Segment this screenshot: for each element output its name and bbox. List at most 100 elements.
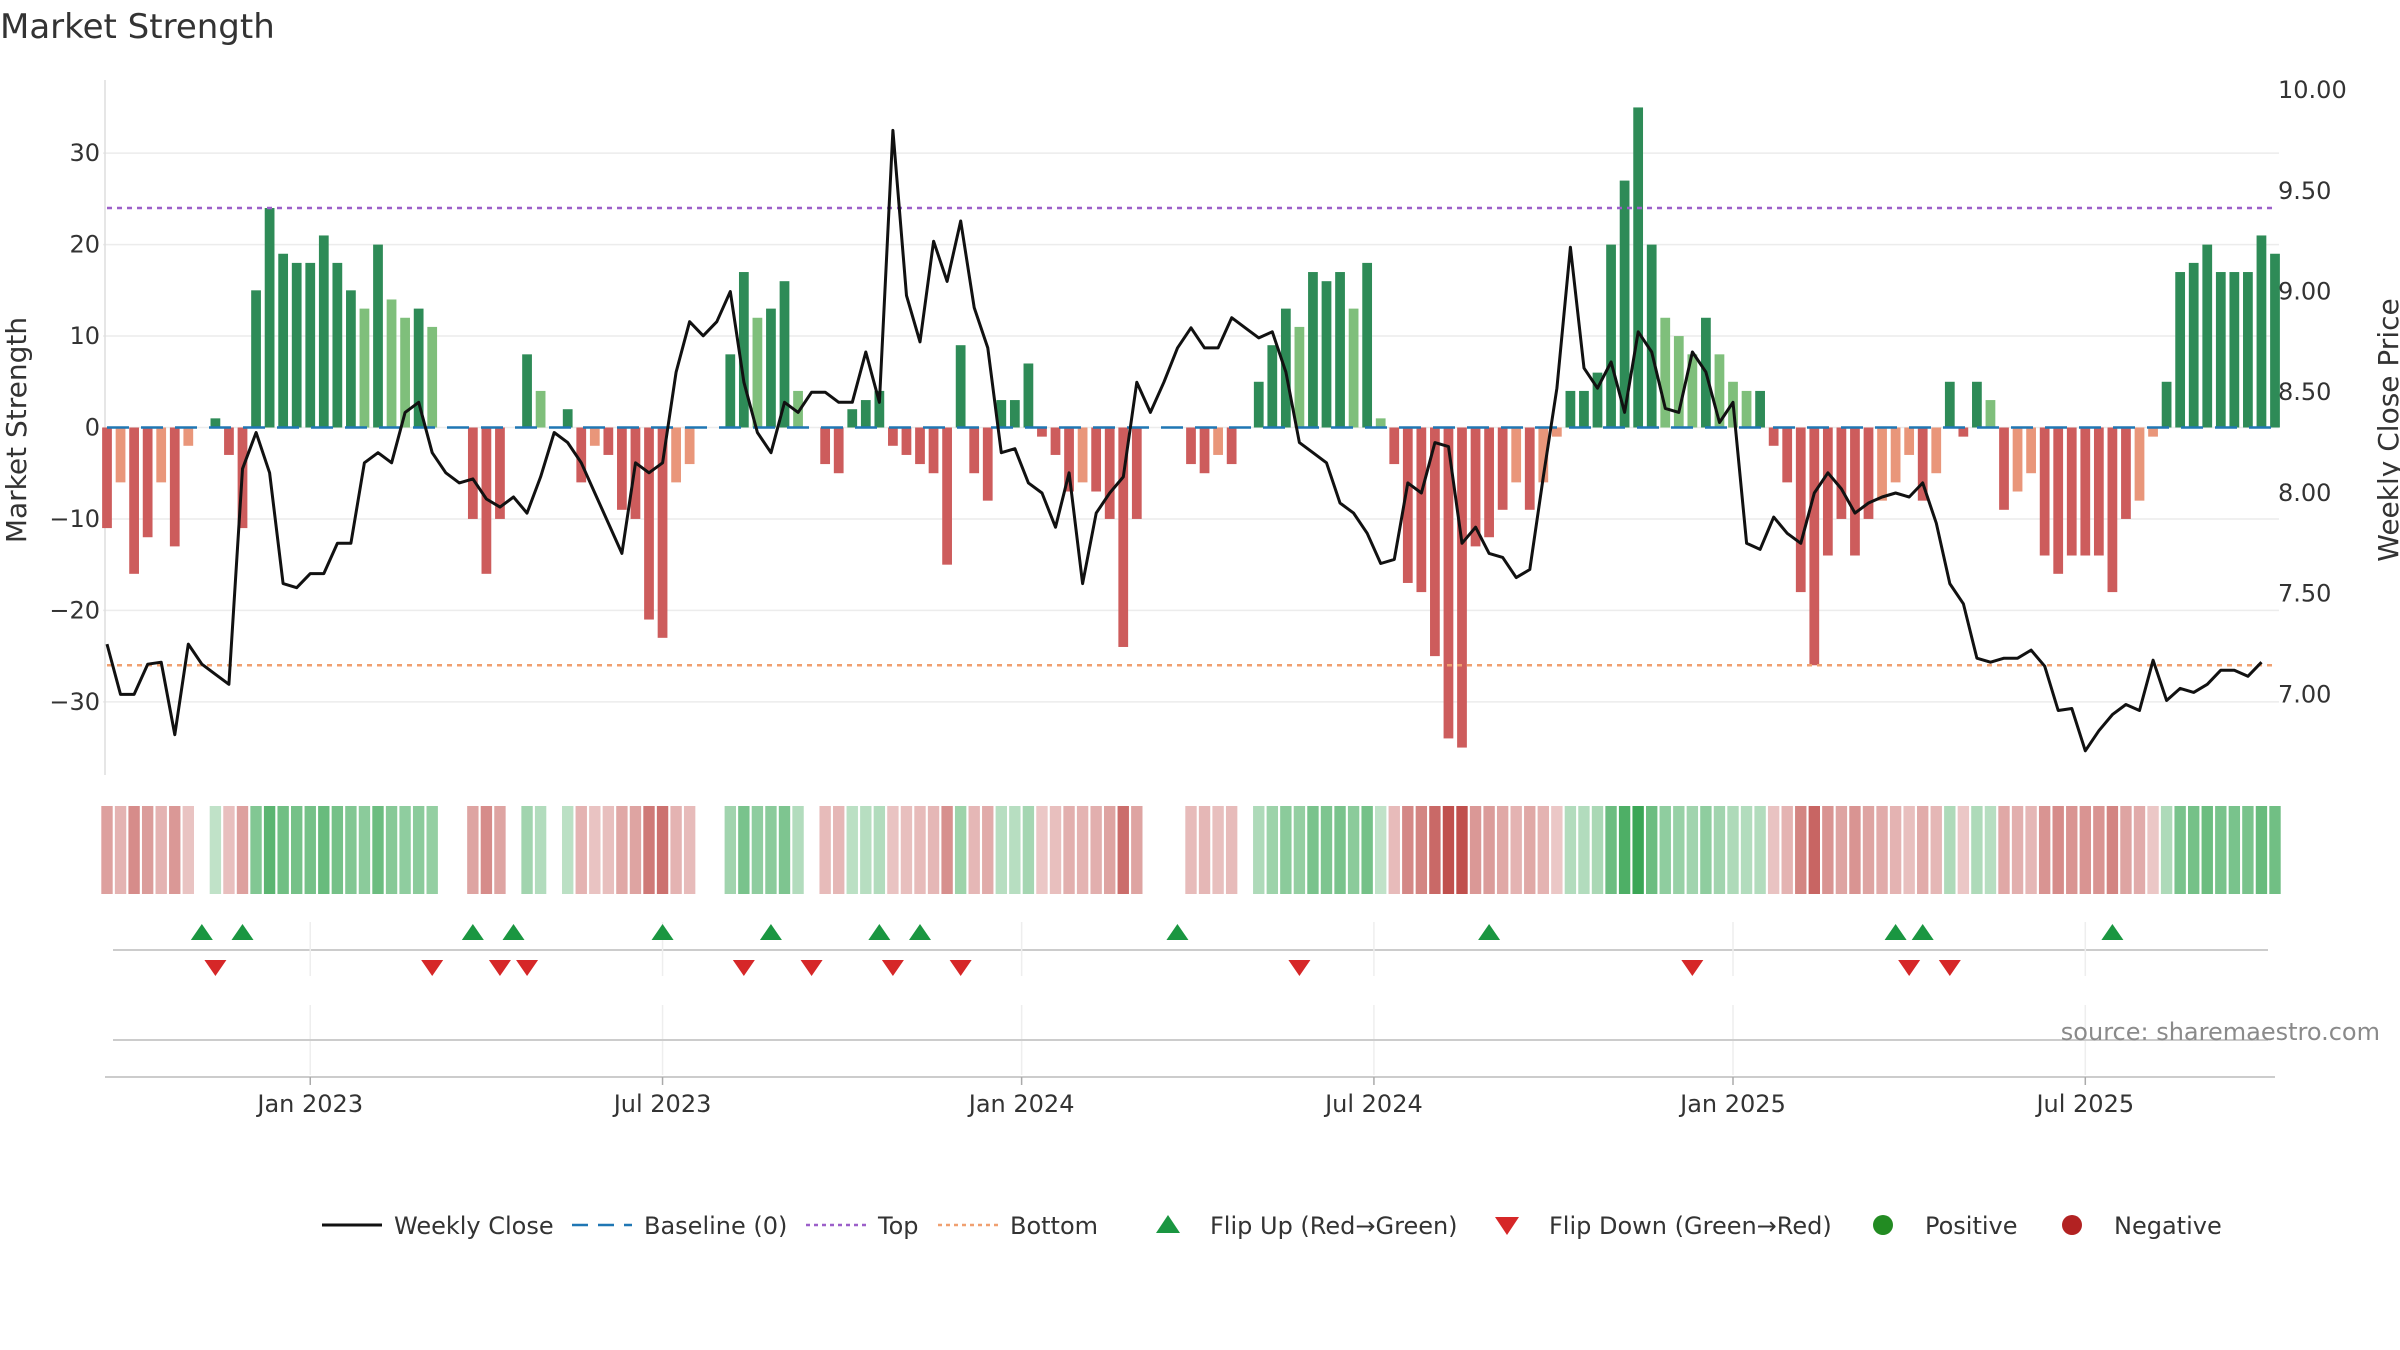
strength-bar xyxy=(495,427,505,519)
heat-cell xyxy=(2174,806,2186,894)
strength-bar xyxy=(888,427,898,446)
legend-label: Flip Down (Green→Red) xyxy=(1549,1212,1832,1240)
y-axis-title: Market Strength xyxy=(0,317,33,543)
flip-up-marker xyxy=(2101,924,2124,940)
strength-bar xyxy=(291,262,302,428)
strength-bar xyxy=(1850,427,1860,556)
x-tick-label: Jul 2025 xyxy=(2034,1090,2134,1118)
strength-bar xyxy=(562,409,573,428)
heat-cell xyxy=(277,806,289,894)
heat-cell xyxy=(1957,806,1970,894)
heat-cell xyxy=(2242,806,2254,894)
heat-cell xyxy=(1564,806,1577,894)
heat-cell xyxy=(291,806,303,894)
legend: Weekly Close Baseline (0) Top Bottom Flip Up… xyxy=(322,1212,2222,1240)
strength-bar xyxy=(1009,400,1020,428)
x-axis: Jan 2023 Jul 2023 Jan 2024 Jul 2024 Jan 2025… xyxy=(105,1076,2275,1118)
strength-bar xyxy=(1335,272,1345,428)
strength-bar xyxy=(156,427,167,483)
heat-cell xyxy=(467,806,479,894)
heat-cell xyxy=(1185,806,1197,894)
source-label: source: sharemaestro.com xyxy=(2061,1018,2380,1046)
heat-cell xyxy=(1524,806,1536,894)
heat-cell xyxy=(2201,806,2213,894)
heat-cell xyxy=(1713,806,1726,894)
heat-cell xyxy=(2215,806,2227,894)
y-tick-label: 10 xyxy=(69,322,100,350)
strength-bar xyxy=(1551,427,1562,437)
strength-bar xyxy=(738,272,749,428)
heat-cell xyxy=(2160,806,2173,894)
strength-bar xyxy=(589,427,600,446)
heat-cell xyxy=(1117,806,1129,894)
y2-tick-label: 10.00 xyxy=(2278,76,2347,104)
strength-bar xyxy=(413,308,424,428)
heat-cell xyxy=(805,806,818,894)
flip-up-marker xyxy=(651,924,674,940)
y-axis-left: 30 20 10 0 −10 −20 −30 xyxy=(49,139,100,716)
strength-bar xyxy=(2175,272,2186,428)
strength-bar xyxy=(1755,390,1765,428)
heat-cell xyxy=(1415,806,1428,894)
strength-bar xyxy=(1904,427,1915,455)
strength-bar xyxy=(1511,427,1522,483)
strength-bar xyxy=(928,427,939,474)
strength-bar xyxy=(2188,262,2199,428)
heat-cell xyxy=(1903,806,1915,894)
heat-cell xyxy=(345,806,357,894)
heat-cell xyxy=(697,806,709,894)
strength-bar xyxy=(1470,427,1481,547)
heat-cell xyxy=(1930,806,1942,894)
heat-cell xyxy=(1808,806,1820,894)
heat-cell xyxy=(1225,806,1238,894)
heat-cell xyxy=(819,806,831,894)
strength-bar xyxy=(1877,427,1887,501)
heat-cell xyxy=(1104,806,1116,894)
heat-cell xyxy=(2066,806,2078,894)
heat-cell xyxy=(1469,806,1482,894)
legend-item: Negative xyxy=(2062,1212,2222,1240)
strength-bar xyxy=(1768,427,1779,446)
strength-bar xyxy=(2121,427,2131,519)
heat-cell xyxy=(1767,806,1780,894)
heat-cell xyxy=(1849,806,1861,894)
heat-cell xyxy=(1320,806,1333,894)
flip-down-marker xyxy=(800,960,823,976)
heat-cell xyxy=(589,806,601,894)
strength-bar xyxy=(305,262,316,428)
heat-cell xyxy=(1049,806,1062,894)
strength-bar xyxy=(1023,363,1034,428)
heat-cell xyxy=(1646,806,1658,894)
heat-cell xyxy=(521,806,533,894)
strength-bar xyxy=(1985,400,1996,428)
flip-up-marker xyxy=(909,924,931,940)
heat-cell xyxy=(2120,806,2132,894)
strength-bar xyxy=(1213,427,1223,455)
heat-cell xyxy=(440,806,452,894)
strength-bar xyxy=(1931,427,1942,474)
heat-cell xyxy=(1496,806,1509,894)
strength-bar xyxy=(1592,372,1603,428)
legend-item: Baseline (0) xyxy=(572,1212,787,1240)
heat-cell xyxy=(1591,806,1604,894)
strength-bar xyxy=(2215,272,2226,428)
flip-markers-panel xyxy=(113,922,2268,976)
strength-bar xyxy=(1402,427,1413,583)
heat-cell xyxy=(1578,806,1590,894)
heat-cell xyxy=(1334,806,1346,894)
strength-bar xyxy=(915,427,925,465)
strength-bar xyxy=(1782,427,1793,483)
heat-cell xyxy=(1158,806,1170,894)
heat-cell xyxy=(1198,806,1211,894)
heat-cell xyxy=(1036,806,1048,894)
heat-cell xyxy=(507,806,520,894)
legend-swatch xyxy=(1495,1217,1519,1235)
legend-item: Weekly Close xyxy=(322,1212,554,1240)
strength-bar xyxy=(1809,427,1820,666)
heat-cell xyxy=(1022,806,1035,894)
legend-label: Bottom xyxy=(1010,1212,1098,1240)
heat-cell xyxy=(1917,806,1929,894)
heat-cell xyxy=(1740,806,1753,894)
heat-cell xyxy=(385,806,398,894)
heat-cell xyxy=(1889,806,1902,894)
